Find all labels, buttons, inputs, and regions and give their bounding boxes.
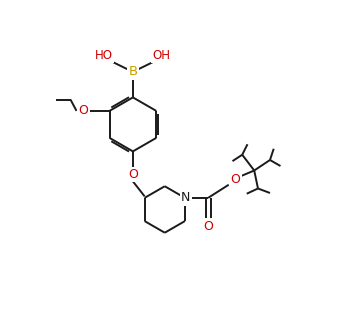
Text: HO: HO [95,49,113,61]
Text: O: O [78,104,88,117]
Text: O: O [203,220,213,233]
Text: B: B [128,65,138,78]
Text: O: O [231,172,240,186]
Text: N: N [181,191,190,204]
Text: O: O [128,168,138,181]
Text: OH: OH [153,49,171,61]
